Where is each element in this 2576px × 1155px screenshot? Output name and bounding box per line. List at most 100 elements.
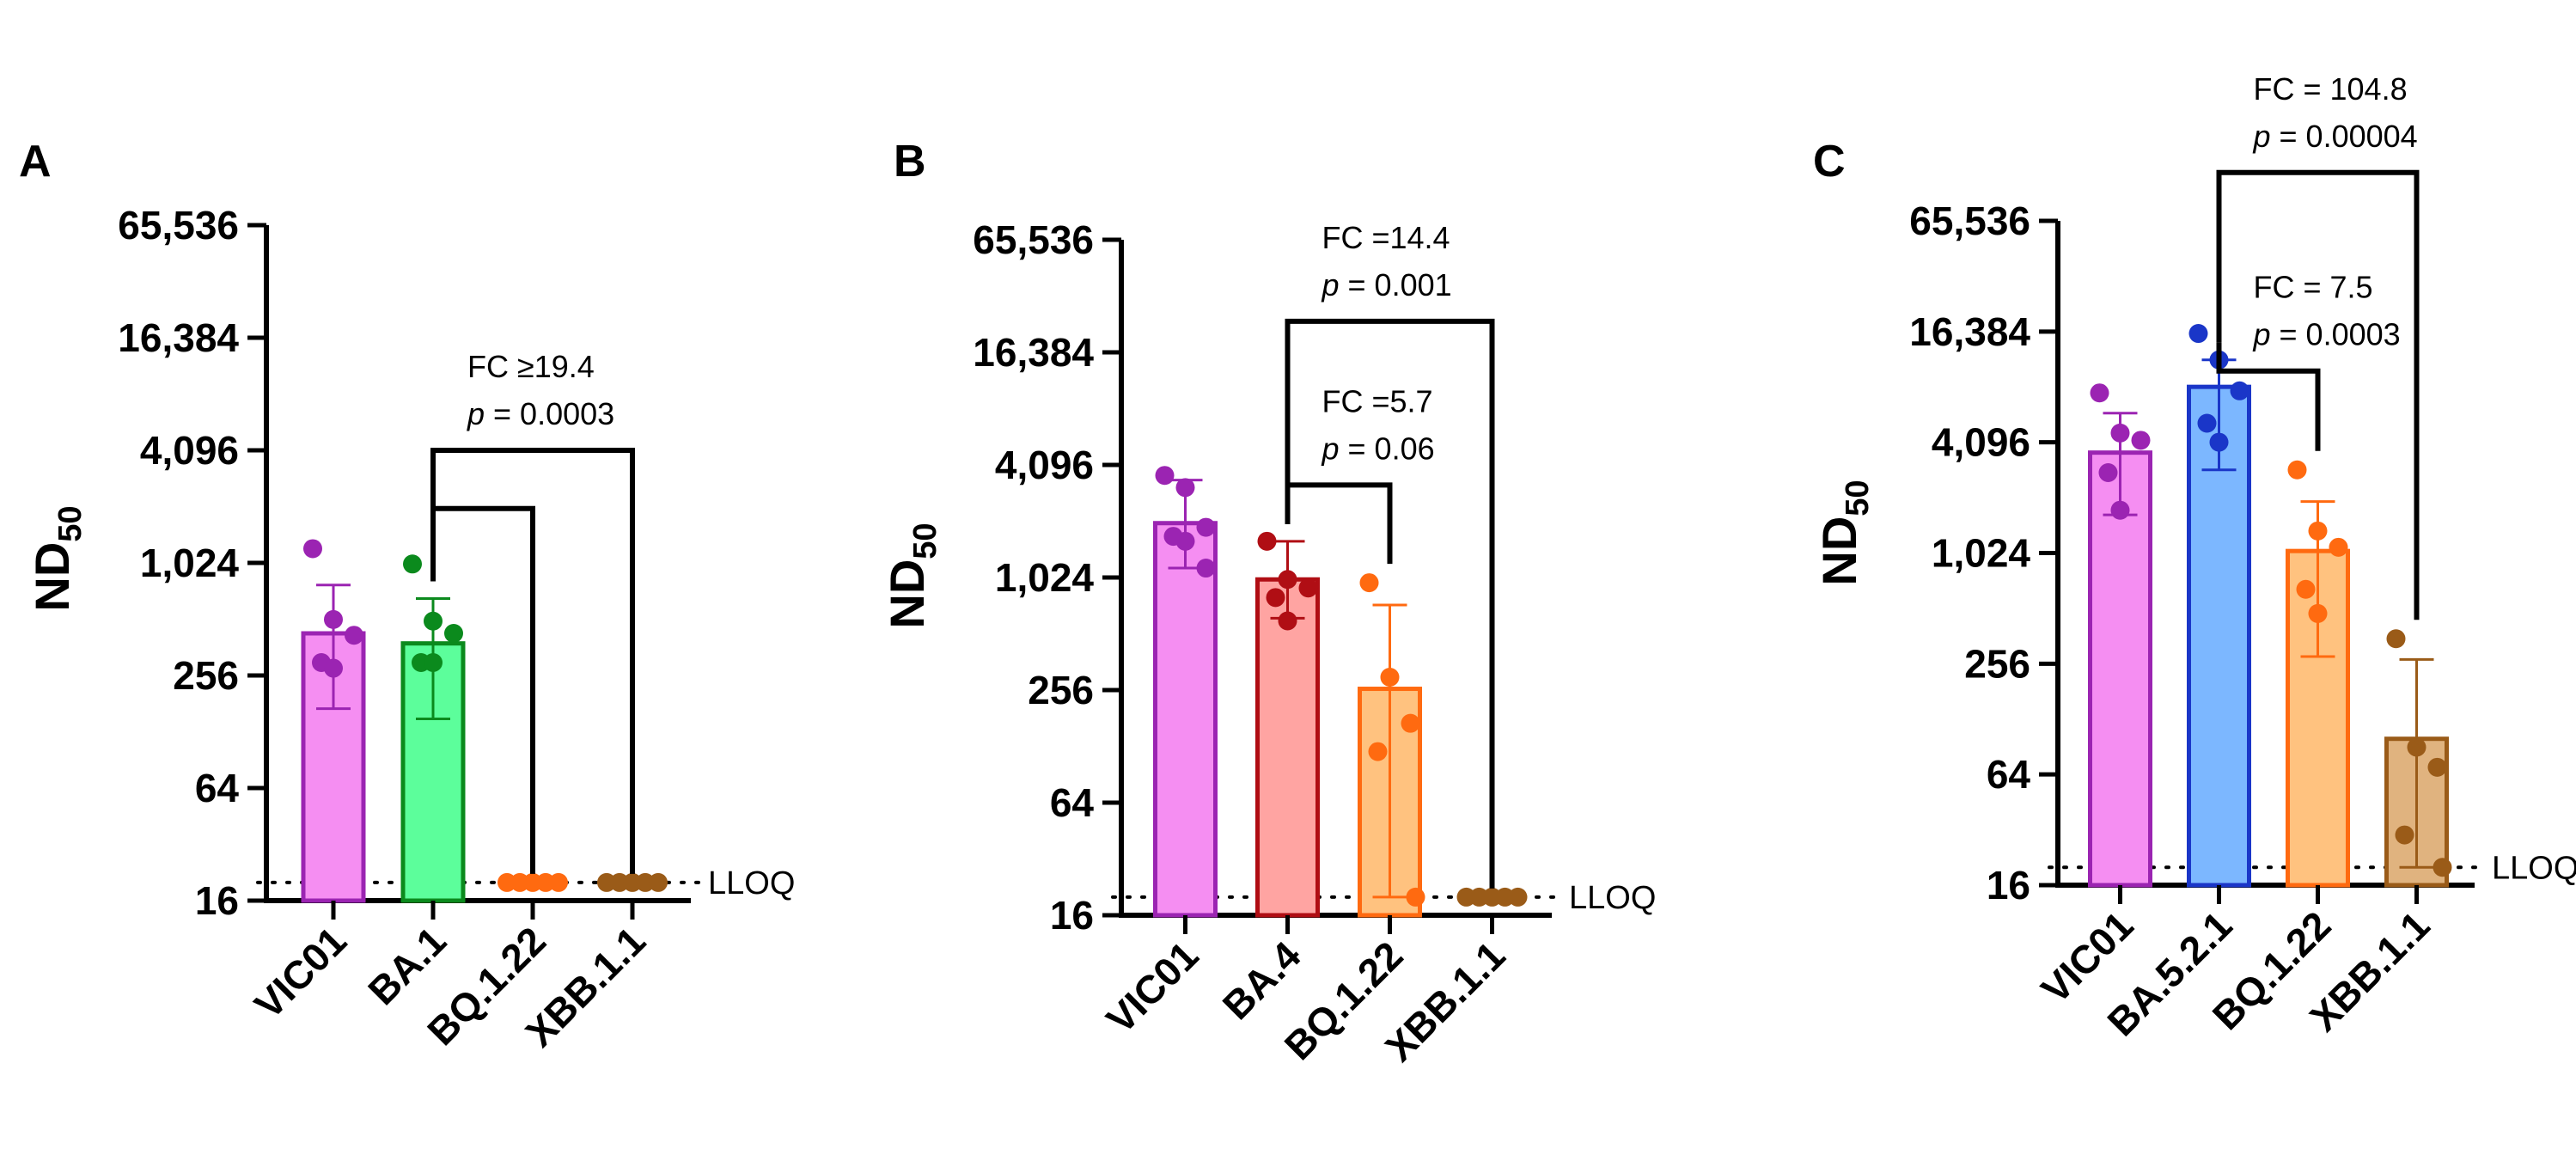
p-symbol: p (2253, 119, 2271, 154)
p-symbol: p (2253, 317, 2271, 352)
fold-change-label: FC = 7.5 (2254, 270, 2373, 305)
y-tick-label: 256 (1028, 668, 1094, 712)
p-value-label: p = 0.06 (1322, 431, 1435, 466)
x-tick-label: BA.1 (359, 918, 455, 1013)
x-tick-label: VIC01 (1097, 932, 1206, 1042)
y-tick-label: 64 (195, 766, 240, 810)
fold-change-label: FC = 104.8 (2254, 71, 2408, 107)
p-value: = 0.06 (1340, 431, 1435, 466)
data-point (2090, 383, 2109, 403)
data-point (1175, 531, 1195, 551)
data-point (2197, 413, 2217, 433)
y-tick-label: 65,536 (973, 217, 1094, 262)
panel-letter: A (19, 137, 52, 186)
y-tick-label: 1,024 (995, 555, 1095, 600)
y-tick-label: 65,536 (1909, 199, 2030, 243)
y-axis-label-subscript: 50 (52, 505, 89, 541)
data-point (2110, 500, 2130, 520)
lloq-label: LLOQ (1569, 880, 1656, 916)
data-point (649, 872, 668, 892)
data-point (1155, 466, 1175, 486)
data-point (2110, 423, 2130, 443)
data-point (324, 658, 343, 678)
data-point (2287, 460, 2307, 480)
y-tick-label: 16,384 (118, 315, 239, 360)
y-tick-label: 1,024 (1932, 531, 2031, 576)
data-point (2296, 579, 2316, 599)
data-point (303, 539, 322, 559)
y-tick-label: 65,536 (118, 203, 239, 248)
data-point (2407, 737, 2426, 757)
y-tick-label: 1,024 (140, 541, 240, 585)
y-tick-label: 256 (173, 653, 239, 698)
data-point (1368, 742, 1388, 761)
p-value: = 0.00004 (2271, 119, 2418, 154)
p-value-label: p = 0.0003 (467, 396, 614, 431)
data-point (2427, 757, 2447, 777)
p-value: = 0.0003 (485, 396, 614, 431)
data-point (345, 626, 363, 645)
p-value-label: p = 0.001 (1322, 267, 1452, 302)
data-point (1278, 611, 1297, 631)
data-point (2308, 521, 2328, 541)
bar-vic01 (2088, 450, 2152, 888)
data-point (1401, 713, 1420, 733)
data-point (2131, 431, 2151, 450)
y-tick-label: 64 (1050, 780, 1095, 825)
y-tick-label: 16 (1987, 863, 2030, 908)
y-tick-label: 4,096 (995, 443, 1094, 487)
y-axis-label-main: ND (880, 559, 934, 629)
comparison-bracket (2216, 342, 2321, 451)
p-value: = 0.0003 (2271, 317, 2401, 352)
data-point (1406, 887, 1425, 907)
lloq-label: LLOQ (708, 865, 795, 901)
data-point (424, 611, 443, 631)
data-point (549, 872, 568, 892)
data-point (1380, 668, 1400, 688)
y-tick-label: 16,384 (973, 330, 1094, 375)
panel-letter: B (894, 137, 926, 186)
comparison-bracket (430, 448, 635, 874)
x-tick-label: VIC01 (246, 918, 355, 1027)
data-point (2230, 381, 2249, 400)
fold-change-label: FC =14.4 (1322, 220, 1450, 255)
y-axis-label-main: ND (1812, 516, 1866, 586)
y-tick-label: 256 (1964, 641, 2030, 686)
data-point (444, 623, 463, 643)
data-point (1196, 559, 1216, 578)
y-axis-label-main: ND (25, 542, 79, 612)
y-axis-label: ND50 (880, 522, 943, 628)
comparison-bracket (1285, 482, 1393, 565)
data-point (1278, 570, 1297, 590)
data-point (1298, 578, 1318, 598)
p-value: = 0.001 (1340, 267, 1452, 302)
y-axis-label: ND50 (25, 505, 89, 611)
fold-change-label: FC ≥19.4 (467, 349, 595, 384)
data-point (1508, 887, 1528, 907)
p-symbol: p (1322, 267, 1340, 302)
data-point (2209, 432, 2229, 452)
comparison-bracket (1285, 318, 1495, 889)
y-tick-label: 4,096 (1932, 420, 2030, 465)
bar-vic01 (1153, 521, 1218, 918)
x-tick-label: BA.4 (1214, 932, 1309, 1028)
p-symbol: p (467, 396, 485, 431)
data-point (2386, 629, 2406, 649)
data-point (324, 609, 343, 629)
data-point (1196, 517, 1216, 537)
data-point (1266, 588, 1285, 608)
fold-change-label: FC =5.7 (1322, 383, 1433, 419)
y-axis-label-subscript: 50 (907, 522, 943, 559)
p-value-label: p = 0.00004 (2253, 119, 2418, 154)
data-point (2329, 537, 2348, 557)
data-point (2098, 463, 2118, 483)
y-tick-label: 64 (1987, 752, 2031, 797)
y-axis-label-subscript: 50 (1840, 480, 1876, 516)
data-point (1257, 531, 1277, 551)
data-point (2188, 324, 2208, 344)
p-symbol: p (1322, 431, 1340, 466)
y-tick-label: 16 (195, 878, 239, 923)
lloq-label: LLOQ (2492, 850, 2576, 886)
y-tick-label: 4,096 (140, 428, 239, 473)
